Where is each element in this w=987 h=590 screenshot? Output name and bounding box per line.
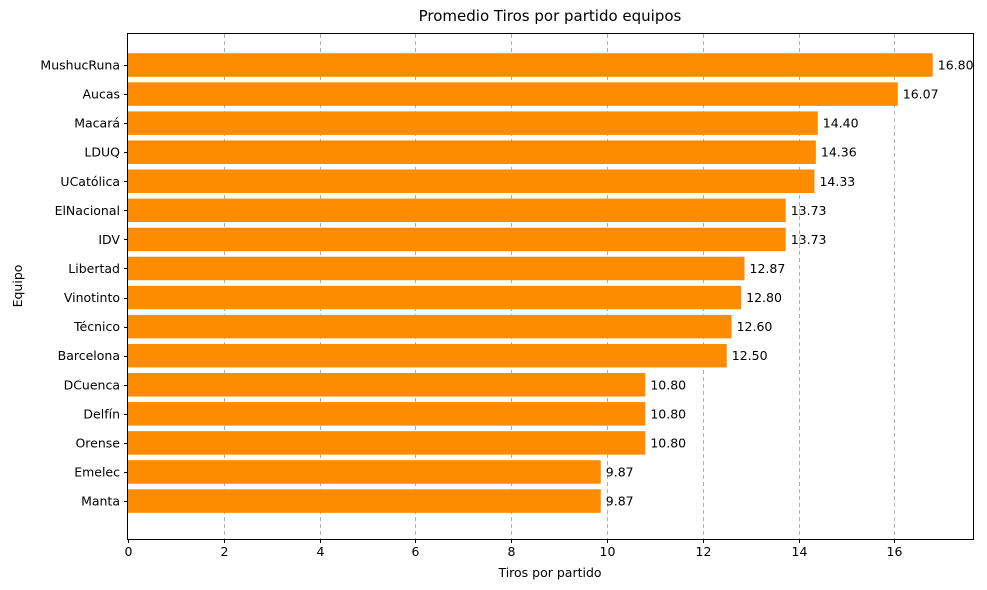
y-tick-label: DCuenca — [64, 377, 120, 392]
bar — [128, 489, 601, 513]
bar — [128, 373, 646, 397]
y-tick-label: IDV — [98, 232, 120, 247]
y-tick-label: ElNacional — [55, 203, 120, 218]
y-tick-label: LDUQ — [84, 145, 120, 160]
bar-value-label: 9.87 — [606, 464, 634, 479]
bar — [128, 285, 742, 310]
bar-value-label: 12.87 — [750, 261, 786, 276]
x-tick-label: 14 — [792, 544, 808, 559]
bar-value-label: 16.07 — [903, 87, 939, 102]
bar — [128, 343, 727, 368]
x-tick-label: 4 — [317, 544, 325, 559]
bar-value-label: 10.80 — [650, 435, 686, 450]
bar-value-label: 13.73 — [791, 203, 827, 218]
y-tick-label: Delfín — [83, 406, 120, 421]
x-tick-label: 6 — [412, 544, 420, 559]
bar-value-label: 14.40 — [823, 116, 859, 131]
x-tick-label: 10 — [600, 544, 616, 559]
bar-value-label: 12.50 — [732, 348, 768, 363]
chart-title: Promedio Tiros por partido equipos — [419, 7, 682, 25]
bar — [128, 53, 933, 77]
y-tick-label: UCatólica — [60, 174, 120, 189]
bar — [128, 227, 786, 252]
x-tick-label: 16 — [887, 544, 903, 559]
x-tick-label: 2 — [221, 544, 229, 559]
bar-value-label: 13.73 — [791, 232, 827, 247]
y-tick-label: Libertad — [68, 261, 120, 276]
y-tick-label: Vinotinto — [64, 290, 120, 305]
bar-value-label: 14.33 — [819, 174, 855, 189]
bar-value-label: 10.80 — [650, 406, 686, 421]
bar-value-label: 16.80 — [938, 58, 974, 73]
y-tick-label: Macará — [74, 116, 120, 131]
bar — [128, 314, 732, 339]
y-tick-label: Barcelona — [58, 348, 120, 363]
y-tick-label: Aucas — [82, 87, 120, 102]
y-tick-label: Técnico — [73, 319, 120, 334]
x-tick-label: 12 — [696, 544, 712, 559]
y-tick-label: Orense — [75, 435, 120, 450]
bar — [128, 82, 898, 106]
bar-value-label: 14.36 — [821, 145, 857, 160]
x-axis-title: Tiros por partido — [497, 565, 601, 580]
y-tick-label: Manta — [81, 494, 120, 509]
bar-value-label: 12.60 — [737, 319, 773, 334]
y-tick-label: MushucRuna — [40, 58, 120, 73]
bar — [128, 431, 646, 455]
bar — [128, 169, 815, 194]
bar — [128, 198, 786, 223]
y-tick-label: Emelec — [74, 464, 120, 479]
x-tick-label: 0 — [125, 544, 133, 559]
bar-value-label: 9.87 — [606, 494, 634, 509]
y-axis-title: Equipo — [10, 265, 25, 308]
bar — [128, 140, 816, 164]
bar — [128, 460, 601, 484]
x-tick-label: 8 — [508, 544, 516, 559]
bar — [128, 111, 818, 135]
bar-value-label: 12.80 — [746, 290, 782, 305]
plot-area-frame — [127, 33, 974, 540]
bar-value-label: 10.80 — [650, 377, 686, 392]
bar — [128, 256, 745, 281]
bar — [128, 402, 646, 426]
